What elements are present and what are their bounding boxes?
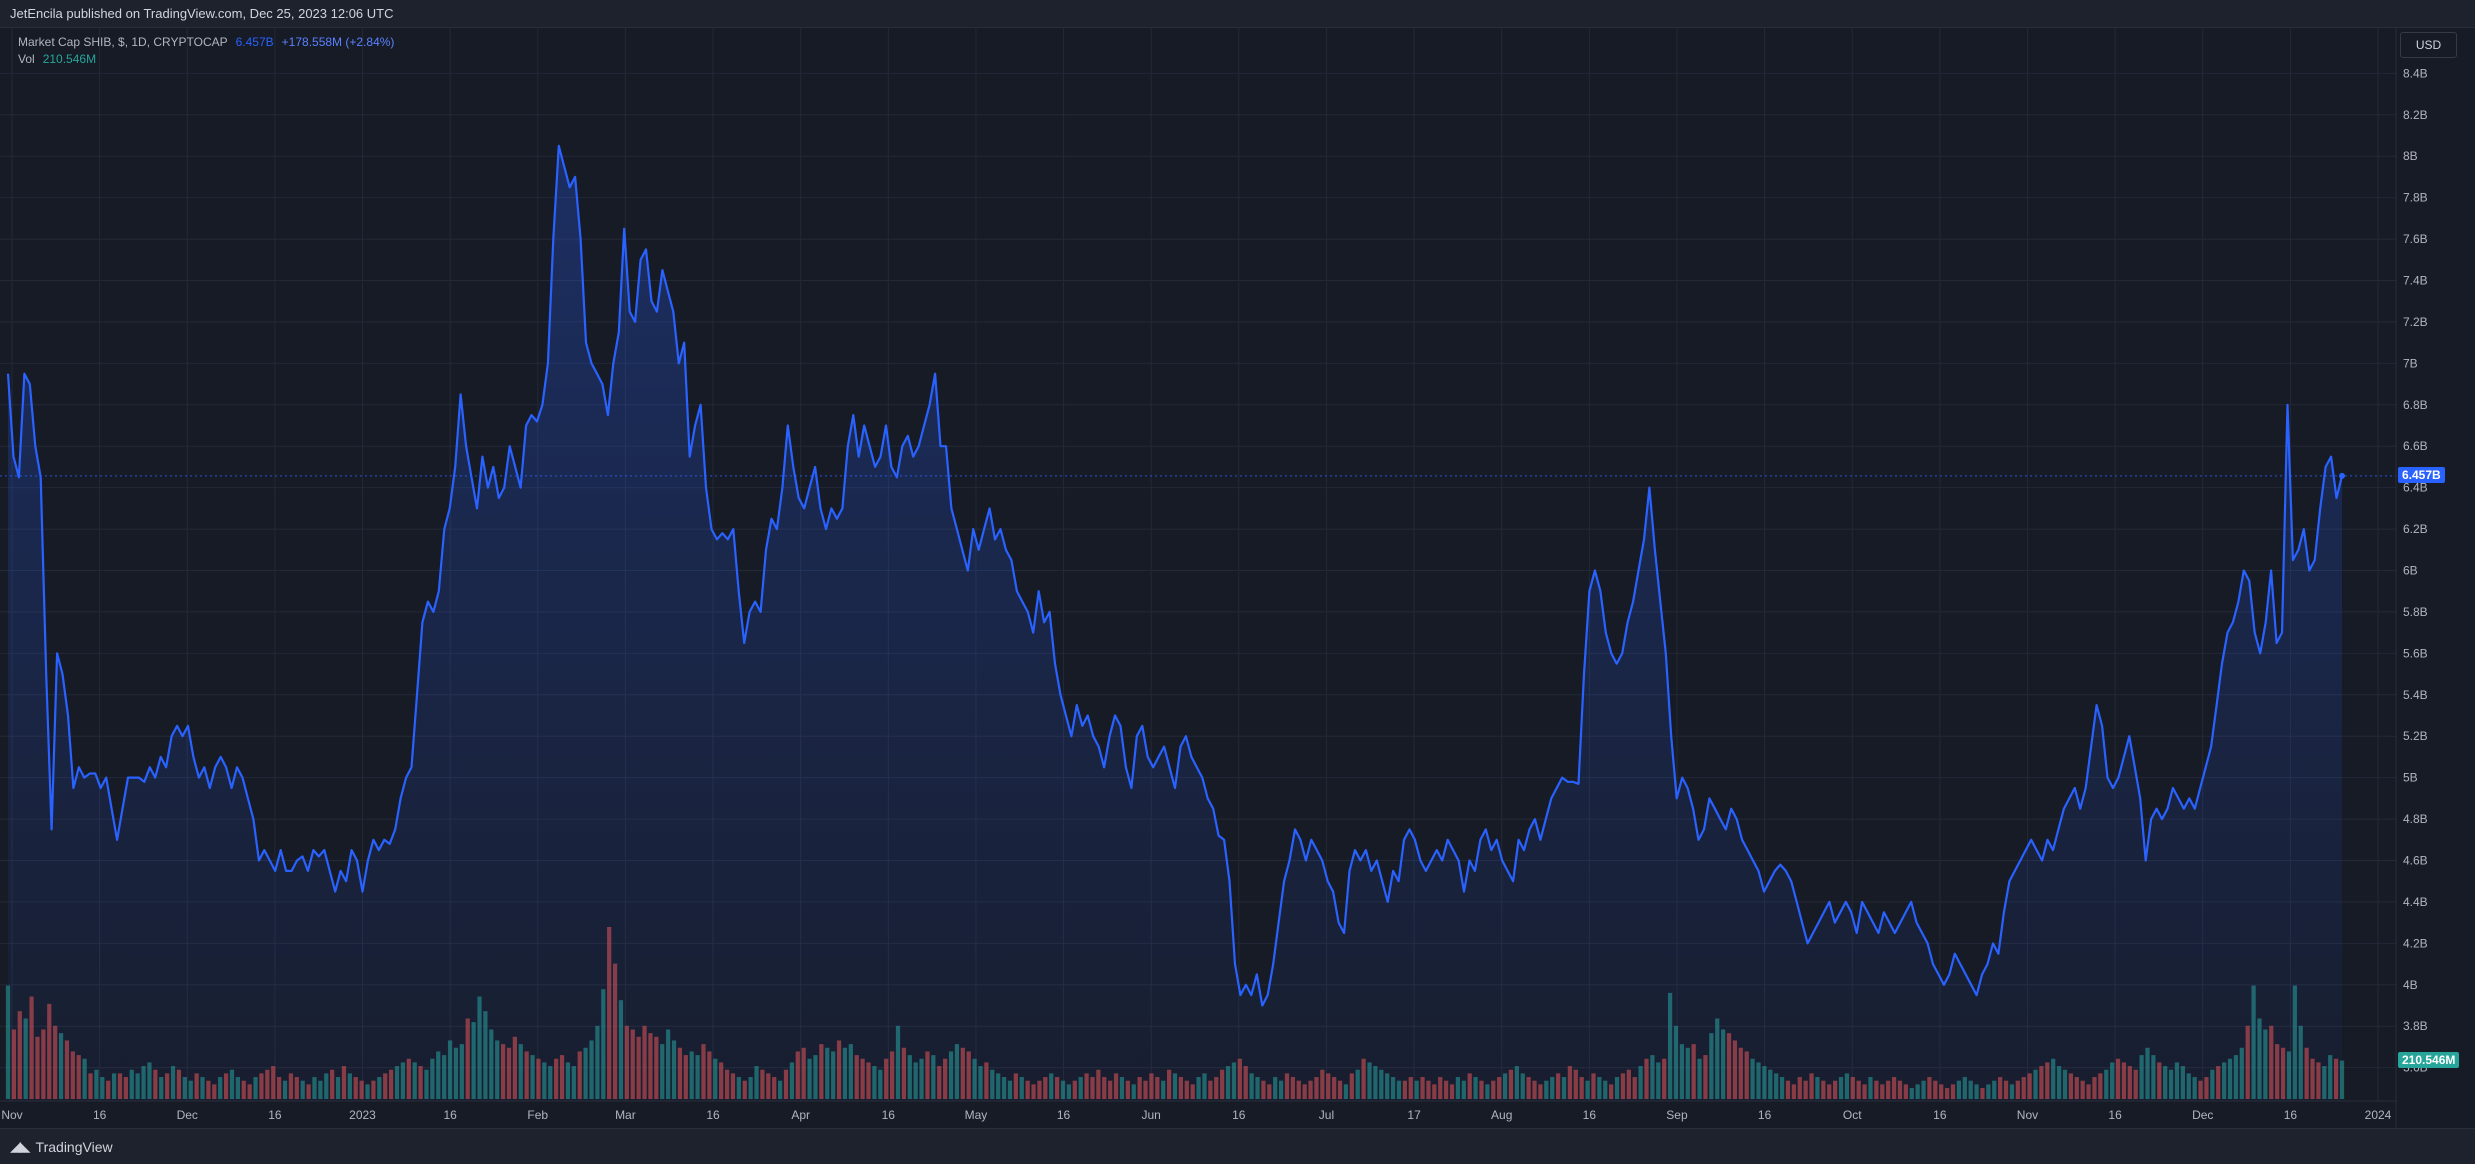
- x-tick-label: 17: [1407, 1108, 1421, 1122]
- y-tick-label: 4.8B: [2403, 812, 2428, 826]
- x-tick-label: 16: [2284, 1108, 2298, 1122]
- x-tick-label: Sep: [1666, 1108, 1688, 1122]
- x-tick-label: 16: [1583, 1108, 1597, 1122]
- x-tick-label: 16: [443, 1108, 457, 1122]
- x-tick-label: Dec: [177, 1108, 198, 1122]
- chart-legend: Market Cap SHIB, $, 1D, CRYPTOCAP 6.457B…: [18, 34, 394, 68]
- brand-name: TradingView: [35, 1138, 113, 1155]
- y-tick-label: 3.8B: [2403, 1019, 2428, 1033]
- y-tick-label: 6.6B: [2403, 439, 2428, 453]
- legend-change: +178.558M (+2.84%): [281, 35, 395, 49]
- x-tick-label: 16: [93, 1108, 107, 1122]
- x-tick-label: 16: [268, 1108, 282, 1122]
- y-tick-label: 7.4B: [2403, 274, 2428, 288]
- x-tick-label: Jun: [1142, 1108, 1161, 1122]
- time-scale[interactable]: Nov 16 Dec 16 2023 16 Feb Mar 16 Apr 16 May 16 Jun 16 J…: [1, 1108, 2391, 1122]
- last-price-tag: 6.457B: [2398, 466, 2445, 483]
- x-tick-label: Aug: [1491, 1108, 1512, 1122]
- y-tick-label: 6B: [2403, 564, 2418, 578]
- price-area-fill: [8, 145, 2342, 1101]
- x-tick-label: 16: [1933, 1108, 1947, 1122]
- price-scale[interactable]: 8.4B 8.2B 8B 7.8B 7.6B 7.4B 7.2B 7B 6.8B 6.6B 6.4B…: [2403, 66, 2428, 1074]
- brand[interactable]: ◢◣ TradingView: [10, 1138, 113, 1155]
- x-tick-label: Feb: [527, 1108, 548, 1122]
- x-tick-label: Apr: [791, 1108, 810, 1122]
- y-tick-label: 6.8B: [2403, 398, 2428, 412]
- y-tick-label: 6.4B: [2403, 481, 2428, 495]
- y-tick-label: 5B: [2403, 771, 2418, 785]
- x-tick-label: Oct: [1843, 1108, 1862, 1122]
- price-chart[interactable]: 8.4B 8.2B 8B 7.8B 7.6B 7.4B 7.2B 7B 6.8B 6.6B 6.4B…: [0, 27, 2475, 1128]
- currency-button[interactable]: USD: [2400, 32, 2457, 58]
- x-tick-label: Dec: [2192, 1108, 2213, 1122]
- y-tick-label: 4B: [2403, 978, 2418, 992]
- legend-symbol: Market Cap SHIB, $, 1D, CRYPTOCAP: [18, 35, 228, 49]
- x-tick-label: 16: [2108, 1108, 2122, 1122]
- y-tick-label: 4.4B: [2403, 895, 2428, 909]
- tradingview-logo-icon: ◢◣: [10, 1138, 31, 1154]
- y-tick-label: 5.4B: [2403, 688, 2428, 702]
- x-tick-label: 16: [1232, 1108, 1246, 1122]
- y-tick-label: 4.2B: [2403, 936, 2428, 950]
- legend-vol-value: 210.546M: [42, 52, 97, 66]
- x-tick-label: Nov: [1, 1108, 22, 1122]
- y-tick-label: 5.6B: [2403, 646, 2428, 660]
- y-tick-label: 8.2B: [2403, 108, 2428, 122]
- x-tick-label: 16: [882, 1108, 896, 1122]
- x-tick-label: 16: [1758, 1108, 1772, 1122]
- y-tick-label: 5.2B: [2403, 729, 2428, 743]
- x-tick-label: Nov: [2017, 1108, 2038, 1122]
- footer-bar: ◢◣ TradingView: [0, 1128, 2475, 1164]
- x-tick-label: 2024: [2365, 1108, 2392, 1122]
- header-bar: JetEncila published on TradingView.com, …: [0, 0, 2475, 28]
- x-tick-label: 16: [1057, 1108, 1071, 1122]
- y-tick-label: 7.6B: [2403, 232, 2428, 246]
- y-tick-label: 5.8B: [2403, 605, 2428, 619]
- y-tick-label: 7.8B: [2403, 191, 2428, 205]
- y-tick-label: 7.2B: [2403, 315, 2428, 329]
- x-tick-label: Mar: [615, 1108, 636, 1122]
- price-line: [6, 144, 2344, 1007]
- y-tick-label: 8B: [2403, 149, 2418, 163]
- y-tick-label: 4.6B: [2403, 854, 2428, 868]
- x-tick-label: May: [965, 1108, 988, 1122]
- x-tick-label: 16: [706, 1108, 720, 1122]
- x-tick-label: 2023: [349, 1108, 376, 1122]
- legend-value: 6.457B: [235, 35, 274, 49]
- x-tick-label: Jul: [1319, 1108, 1334, 1122]
- y-tick-label: 6.2B: [2403, 522, 2428, 536]
- y-tick-label: 8.4B: [2403, 66, 2428, 80]
- legend-vol-label: Vol: [18, 52, 35, 66]
- last-price-dot: [2339, 472, 2345, 479]
- publish-info: JetEncila published on TradingView.com, …: [10, 6, 394, 21]
- last-volume-tag: 210.546M: [2398, 1051, 2460, 1068]
- y-tick-label: 7B: [2403, 356, 2418, 370]
